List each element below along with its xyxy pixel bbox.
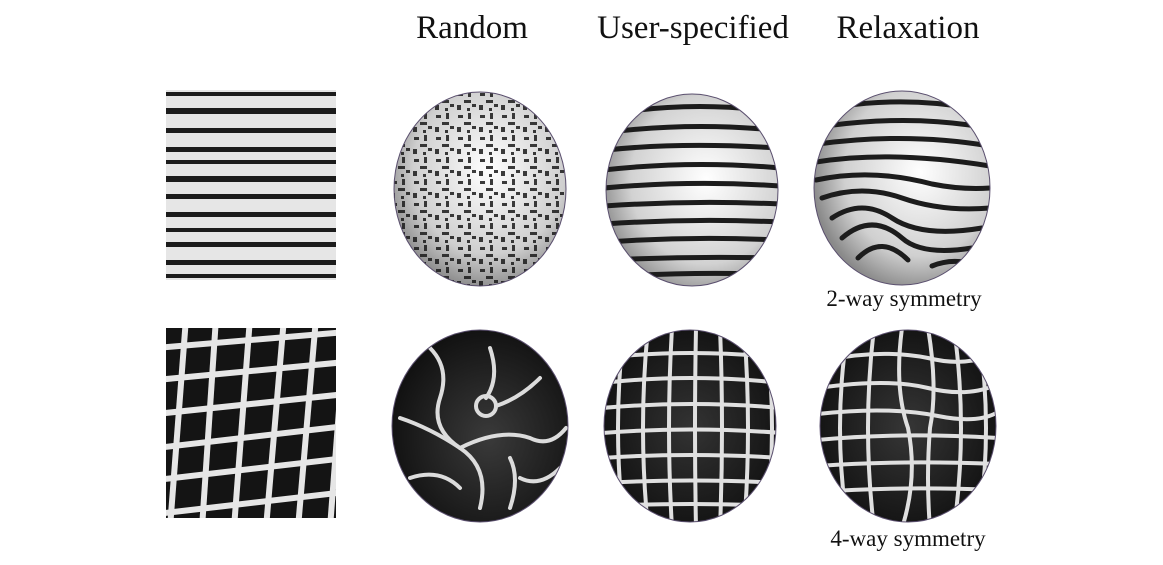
- sphere-random-stripes: [390, 90, 570, 290]
- header-relaxation: Relaxation: [836, 10, 980, 46]
- sphere-relaxation-grid: [818, 328, 998, 528]
- header-random: Random: [416, 10, 528, 46]
- caption-4-way-symmetry: 4-way symmetry: [830, 526, 986, 551]
- sphere-random-grid: [390, 328, 570, 528]
- caption-2-way-symmetry: 2-way symmetry: [826, 286, 982, 311]
- sphere-relaxation-stripes: [812, 88, 992, 288]
- stripe-texture-swatch: [166, 90, 336, 280]
- sphere-user-specified-grid: [602, 328, 782, 528]
- header-user-specified: User-specified: [597, 10, 789, 46]
- grid-texture-swatch: [166, 328, 336, 518]
- sphere-user-specified-stripes: [602, 90, 782, 290]
